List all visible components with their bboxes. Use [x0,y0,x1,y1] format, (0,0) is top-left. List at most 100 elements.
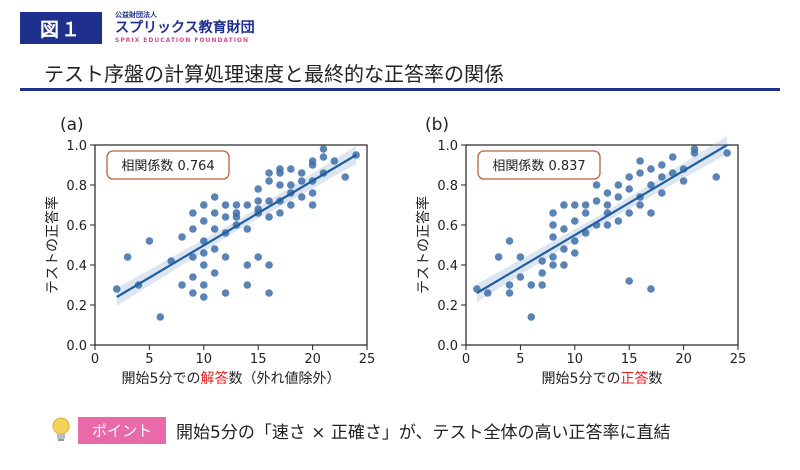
data-point [123,253,132,261]
data-point [603,201,612,209]
data-point [319,145,328,153]
x-tick-label: 5 [145,352,153,367]
data-point [232,213,241,221]
organization-logo: 公益財団法人 スプリックス教育財団 SPRIX EDUCATION FOUNDA… [115,10,255,44]
x-tick-label: 15 [621,352,638,367]
data-point [527,281,536,289]
plot-frame [94,144,368,346]
x-tick-label: 20 [304,352,321,367]
data-point [221,201,230,209]
data-point [276,209,284,217]
data-point [625,185,633,193]
data-point [549,233,557,241]
data-point [265,177,273,185]
x-tick-label: 5 [516,352,524,367]
x-tick-label: 20 [675,352,692,367]
x-tick-label: 0 [462,352,470,367]
data-point [494,253,503,261]
data-point [276,165,284,173]
x-axis-label: 開始5分での解答数（外れ値除外） [122,370,341,387]
data-point [614,217,623,225]
data-point [560,245,568,253]
y-tick-label: 0.4 [66,259,87,274]
data-point [538,269,546,277]
y-tick-label: 0.6 [66,219,87,234]
x-axis-label-part: 開始5分での [122,371,201,387]
footer-note: ポイント 開始5分の「速さ × 正確さ」が、テスト全体の高い正答率に直結 [50,415,671,445]
data-point [571,249,579,257]
data-point [200,201,208,209]
data-point [200,217,208,225]
data-point [265,261,273,269]
data-point [614,193,623,201]
data-point [200,249,208,257]
data-point [690,145,699,153]
y-tick-label: 0.6 [437,219,458,234]
y-tick-label: 0.0 [437,339,458,354]
data-point [287,181,295,189]
x-axis-label: 開始5分での正答数 [542,370,663,387]
data-point [287,201,295,209]
data-point [636,169,644,177]
data-point [189,209,197,217]
panel-label-a: (a) [60,115,84,135]
data-point [232,201,241,209]
x-tick-label: 10 [196,352,213,367]
data-point [156,313,165,321]
x-tick-label: 0 [91,352,99,367]
org-name: スプリックス教育財団 [115,20,255,36]
data-point [723,149,731,157]
data-point [647,165,655,173]
y-tick-label: 0.8 [66,179,87,194]
x-tick-label: 15 [250,352,267,367]
data-point [341,173,350,181]
data-point [308,201,317,209]
data-point [189,273,197,281]
data-point [516,253,525,261]
data-point [265,213,273,221]
data-point [189,253,197,261]
data-point [527,313,536,321]
data-point [254,253,262,261]
data-point [330,157,339,165]
data-point [200,281,208,289]
y-axis-label: テストの正答率 [44,196,61,294]
data-point [614,181,623,189]
y-tick-label: 0.2 [437,299,458,314]
x-axis-label-part: 解答 [200,370,228,387]
data-point [647,285,655,293]
y-tick-label: 0.0 [66,339,87,354]
data-point [308,189,317,197]
data-point [538,257,546,265]
data-point [243,261,252,269]
data-point [625,173,633,181]
data-point [571,201,579,209]
data-point [112,285,121,293]
data-point [505,281,514,289]
data-point [505,237,514,245]
title-divider [20,88,780,91]
data-point [243,281,252,289]
data-point [625,277,633,285]
data-point [483,289,492,297]
data-point [221,289,230,297]
data-point [189,289,197,297]
data-point [549,209,557,217]
y-tick-label: 0.2 [66,299,87,314]
data-point [297,177,306,185]
data-point [287,165,295,173]
data-point [581,201,590,209]
org-english-name: SPRIX EDUCATION FOUNDATION [115,37,250,44]
trend-line [116,154,357,298]
data-point [658,173,666,181]
data-point [603,189,612,197]
data-point [679,177,688,185]
data-point [210,193,219,201]
x-tick-label: 25 [359,352,376,367]
correlation-label: 相関係数 0.764 [121,159,214,174]
data-point [560,261,568,269]
x-axis-label-part: 開始5分での [542,371,621,387]
data-point [145,237,154,245]
figure-badge: 図１ [20,12,102,44]
